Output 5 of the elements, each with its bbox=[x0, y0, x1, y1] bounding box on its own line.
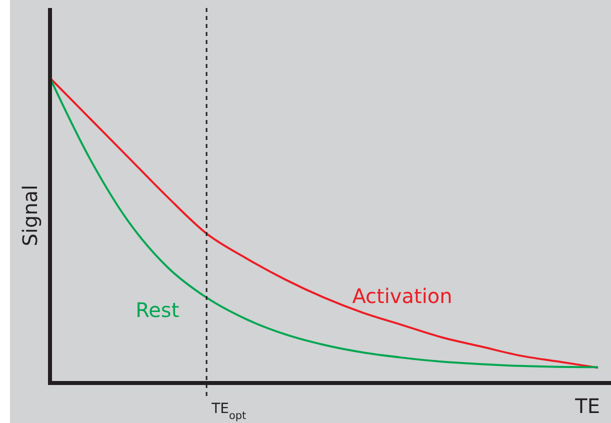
text: TE$_{opt}$ bbox=[210, 401, 246, 422]
x-axis-title: TE bbox=[574, 394, 600, 418]
series-label: Rest bbox=[136, 298, 180, 322]
y-axis-title: Signal bbox=[18, 184, 42, 246]
series-label: Activation bbox=[352, 284, 452, 308]
